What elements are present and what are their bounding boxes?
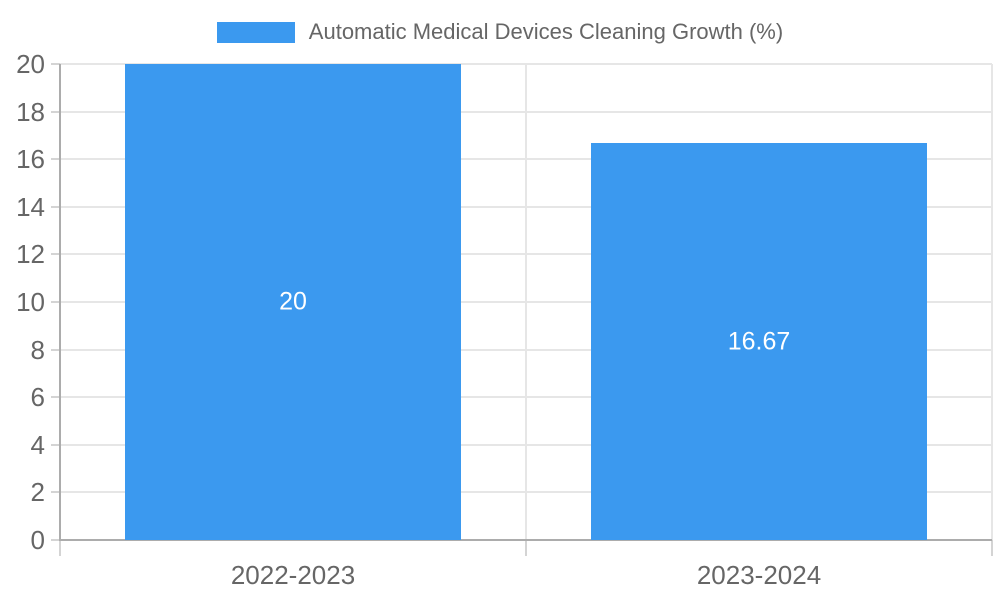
chart-legend[interactable]: Automatic Medical Devices Cleaning Growt… <box>0 16 1000 48</box>
y-tick <box>51 443 60 446</box>
y-tick <box>51 205 60 208</box>
x-tick-label: 2022-2023 <box>230 560 356 590</box>
y-tick <box>51 491 60 494</box>
y-tick <box>51 158 60 161</box>
x-gridline <box>525 64 527 540</box>
y-axis-line <box>59 64 61 540</box>
y-tick-label: 18 <box>16 96 45 127</box>
y-tick-label: 16 <box>16 144 45 175</box>
legend-swatch-icon <box>216 21 295 43</box>
y-tick-label: 14 <box>16 191 45 222</box>
x-gridline <box>991 64 993 540</box>
x-tick <box>991 540 993 556</box>
y-tick-label: 0 <box>30 525 45 555</box>
bar-value-label: 16.67 <box>727 327 791 356</box>
y-tick <box>51 110 60 113</box>
x-tick <box>59 540 61 556</box>
y-tick-label: 2 <box>30 477 45 508</box>
y-tick <box>51 63 60 65</box>
legend-label: Automatic Medical Devices Cleaning Growt… <box>308 19 784 44</box>
y-tick-label: 10 <box>16 287 45 317</box>
bar[interactable] <box>125 64 461 540</box>
x-tick-label: 2023-2024 <box>696 560 822 590</box>
bar-value-label: 20 <box>279 287 307 316</box>
y-tick <box>51 396 60 399</box>
x-axis-line <box>59 539 992 541</box>
y-tick-label: 12 <box>16 239 45 270</box>
y-tick <box>51 253 60 256</box>
y-tick <box>51 348 60 351</box>
y-tick-label: 6 <box>30 382 45 413</box>
x-tick <box>525 540 527 556</box>
y-tick-label: 20 <box>16 49 45 79</box>
y-tick-label: 4 <box>30 429 45 460</box>
bar[interactable] <box>591 143 927 540</box>
y-tick <box>51 539 60 541</box>
y-tick <box>51 301 60 303</box>
y-tick-label: 8 <box>30 334 45 365</box>
